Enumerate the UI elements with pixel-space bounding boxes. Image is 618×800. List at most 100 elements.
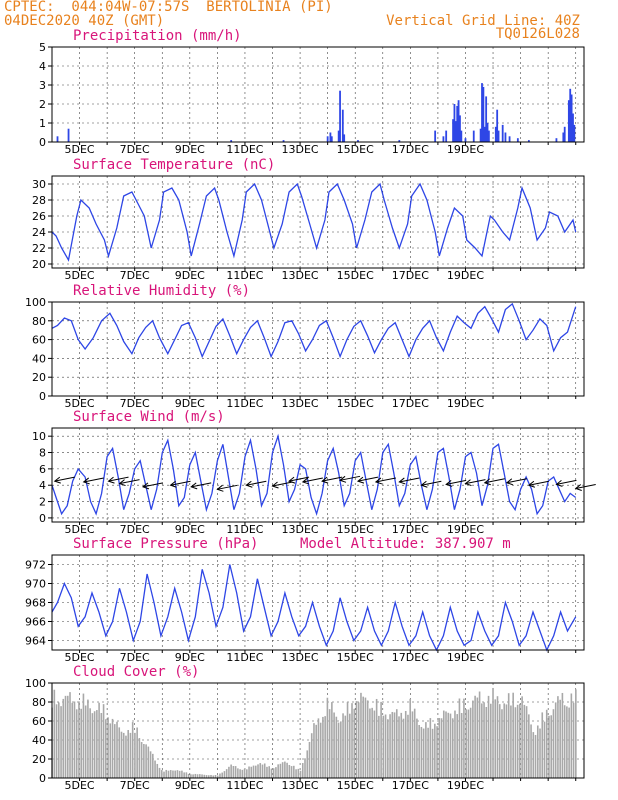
panel-6-xtick-label: 15DEC	[337, 779, 374, 792]
wind-arrowhead	[374, 477, 383, 485]
cloud-bar	[378, 715, 380, 778]
cloud-bar	[530, 724, 532, 778]
cloud-bar	[395, 709, 398, 778]
precip-bar	[339, 90, 341, 142]
cloud-bar	[143, 744, 145, 778]
cloud-bar	[122, 732, 125, 778]
panel-5-subtitle: Model Altitude: 387.907 m	[300, 536, 511, 552]
panel-4-xtick-label: 13DEC	[282, 523, 319, 536]
cloud-bar	[160, 770, 163, 778]
panel-2-ytick-label: 20	[32, 258, 46, 271]
cloud-bar	[505, 704, 508, 778]
cloud-bar	[53, 689, 56, 778]
wind-arrow	[506, 478, 527, 484]
cloud-bar	[185, 772, 188, 778]
cloud-bar	[557, 696, 559, 778]
cloud-bar	[212, 775, 215, 778]
cloud-bar	[496, 696, 499, 778]
panel-2-xtick-label: 17DEC	[392, 269, 429, 282]
cloud-bar	[183, 772, 185, 778]
cloud-bar	[268, 766, 271, 778]
wind-arrowhead	[107, 476, 115, 484]
panel-3-ytick-label: 100	[25, 296, 46, 309]
wind-arrowhead	[420, 480, 428, 488]
cloud-bar	[284, 761, 286, 778]
cloud-bar	[357, 702, 360, 778]
cloud-bar	[163, 771, 165, 778]
panel-3-frame	[51, 301, 585, 397]
panel-4-ytick-label: 2	[39, 496, 46, 509]
cloud-bar	[566, 706, 568, 778]
cloud-bar	[299, 770, 302, 778]
cloud-bar	[257, 764, 259, 778]
cloud-bar	[541, 712, 544, 778]
cloud-bar	[331, 702, 333, 778]
precip-bar	[67, 128, 70, 142]
panel-3-xtick-label: 11DEC	[226, 397, 263, 410]
cloud-bar	[532, 732, 535, 778]
cloud-bar	[152, 753, 154, 778]
cloud-bar	[501, 709, 503, 778]
cloud-bar	[174, 770, 176, 778]
wind-arrow	[446, 479, 467, 485]
cloud-bar	[169, 770, 172, 778]
cloud-bar	[134, 732, 136, 778]
cloud-bar	[120, 731, 123, 778]
panel-3-ytick-label: 60	[32, 334, 46, 347]
wind-arrow	[191, 482, 212, 488]
cloud-bar	[259, 763, 262, 778]
cloud-bar	[221, 772, 224, 778]
cloud-bar	[489, 703, 492, 778]
cloud-bar	[140, 742, 143, 778]
cloud-bar	[58, 702, 60, 778]
cloud-bar	[60, 706, 62, 778]
cloud-bar	[449, 713, 452, 778]
cloud-bar	[230, 764, 232, 778]
cloud-bar	[69, 692, 71, 778]
panel-5-xtick-label: 13DEC	[282, 651, 319, 664]
cloud-bar	[203, 774, 206, 778]
panel-4-title: Surface Wind (m/s)	[73, 409, 225, 425]
cloud-bar	[225, 769, 228, 778]
precip-bar	[482, 86, 485, 142]
cloud-bar	[422, 728, 425, 778]
precip-bar	[572, 113, 574, 142]
cloud-bar	[431, 728, 434, 778]
cloud-bar	[214, 775, 217, 778]
cloud-bar	[136, 727, 138, 778]
cloud-bar	[460, 713, 463, 778]
cloud-bar	[525, 706, 528, 778]
precip-bar	[230, 140, 233, 142]
wind-arrow	[83, 477, 104, 483]
panel-5-ytick-label: 968	[25, 597, 46, 610]
cloud-bar	[317, 718, 320, 778]
cloud-bar	[93, 711, 96, 778]
precip-bar	[326, 136, 329, 142]
cloud-bar	[89, 708, 91, 778]
cloud-bar	[281, 762, 284, 778]
cloud-bar	[335, 716, 338, 778]
precip-bar	[343, 134, 346, 142]
cloud-bar	[425, 722, 427, 778]
panel-1-ytick-label: 3	[39, 79, 46, 92]
panel-1-ytick-label: 5	[39, 41, 46, 54]
cloud-bar	[467, 709, 470, 778]
cloud-bar	[528, 714, 530, 778]
cloud-bar	[398, 716, 400, 778]
wind-arrowhead	[527, 480, 536, 488]
cloud-bar	[523, 704, 526, 778]
panel-3-title: Relative Humidity (%)	[73, 283, 250, 299]
cloud-bar	[96, 710, 98, 778]
cloud-bar	[572, 702, 575, 778]
panel-2-ytick-label: 24	[32, 226, 46, 239]
cloud-bar	[288, 764, 291, 778]
cloud-bar	[105, 719, 107, 778]
panel-1-xtick-label: 19DEC	[447, 143, 484, 156]
panel-4-ytick-label: 8	[39, 447, 46, 460]
cloud-bar	[507, 693, 510, 778]
panel-2-xtick-label: 9DEC	[175, 269, 205, 282]
cloud-bar	[402, 718, 405, 778]
cloud-bar	[373, 710, 376, 778]
precip-bar	[464, 138, 467, 142]
cloud-bar	[416, 718, 418, 778]
